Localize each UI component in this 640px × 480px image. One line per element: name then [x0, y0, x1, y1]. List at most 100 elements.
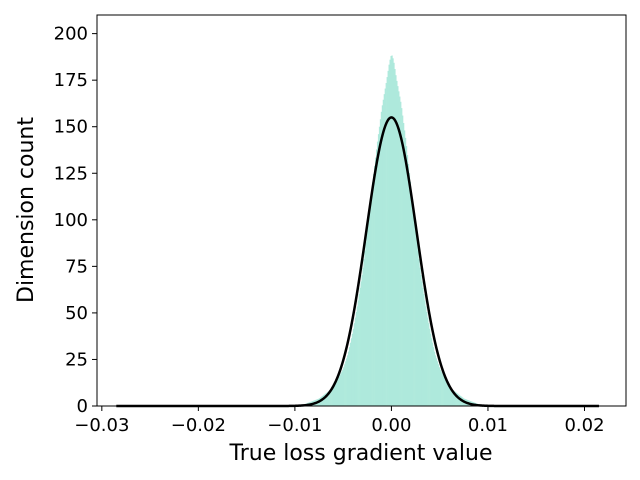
- histogram-bar: [384, 88, 386, 407]
- histogram-bar: [324, 393, 327, 406]
- histogram-bar: [323, 394, 326, 406]
- histogram-bar: [407, 163, 410, 406]
- histogram-bar: [444, 379, 446, 406]
- histogram-bar: [421, 281, 423, 406]
- x-tick-label: −0.03: [74, 415, 129, 436]
- histogram-bar: [339, 375, 341, 406]
- histogram-bar: [337, 379, 339, 406]
- histogram-bar: [361, 275, 363, 406]
- histogram-bar: [352, 328, 355, 406]
- y-tick-label: 50: [65, 303, 88, 324]
- histogram-bar: [399, 96, 401, 407]
- histogram-bar: [420, 275, 422, 406]
- histogram-bar: [417, 250, 419, 406]
- histogram-bar: [378, 126, 381, 407]
- histogram-bar: [454, 391, 456, 406]
- histogram-bar: [382, 99, 385, 406]
- histogram-bar: [388, 64, 390, 407]
- histogram-bar: [322, 395, 325, 406]
- histogram-bar: [398, 91, 400, 406]
- histogram-bar: [413, 216, 415, 406]
- histogram-bar: [452, 389, 454, 406]
- histogram-bar: [408, 172, 411, 406]
- histogram-bar: [403, 130, 406, 406]
- histogram-bar: [449, 387, 451, 406]
- histogram-bar: [358, 294, 360, 406]
- histogram-bar: [357, 300, 359, 406]
- histogram-bar: [457, 393, 459, 406]
- histogram-bar: [344, 364, 346, 406]
- histogram-bar: [414, 224, 416, 406]
- histogram-bar: [429, 328, 431, 406]
- histogram-bar: [377, 134, 380, 406]
- histogram-bar: [326, 392, 329, 406]
- histogram-bar: [436, 361, 439, 406]
- histogram-bar: [342, 369, 344, 406]
- histogram-bar: [431, 338, 433, 406]
- histogram-bar: [418, 259, 420, 406]
- histogram-bar: [346, 358, 348, 406]
- histogram-bar: [379, 119, 382, 407]
- x-axis-ticks: −0.03 −0.02 −0.01 0.00 0.01 0.02: [74, 406, 605, 436]
- histogram-bar: [443, 377, 445, 406]
- y-tick-label: 25: [65, 349, 88, 370]
- histogram-bar: [355, 311, 357, 406]
- histogram-bar: [391, 55, 393, 406]
- histogram-bar: [409, 181, 412, 406]
- histogram-bar: [334, 384, 336, 406]
- histogram-bar: [442, 375, 444, 406]
- histogram-bar: [327, 391, 329, 406]
- histogram-bar: [416, 241, 418, 406]
- histogram-bar: [435, 358, 438, 406]
- histogram-bar: [349, 342, 352, 406]
- histogram-bar: [422, 287, 424, 406]
- histogram-bar: [367, 224, 369, 406]
- histogram-bar: [424, 300, 426, 406]
- histogram-bar: [387, 70, 389, 407]
- histogram-bar: [375, 157, 377, 406]
- histogram-bar: [333, 386, 335, 406]
- histogram-bar: [396, 80, 398, 406]
- histogram-bar: [393, 62, 395, 406]
- histogram-bar: [369, 207, 371, 406]
- histogram-bar: [403, 122, 405, 407]
- histogram-bar: [458, 394, 460, 406]
- plot-frame: [96, 14, 627, 407]
- histogram-bar: [341, 371, 343, 406]
- histogram-bar: [363, 259, 365, 406]
- x-tick-label: 0.00: [371, 415, 411, 436]
- histogram-bar: [335, 382, 337, 406]
- histogram-bar: [437, 364, 440, 406]
- histogram-bar: [446, 382, 448, 406]
- histogram-bar: [348, 347, 351, 406]
- histogram-bar: [405, 146, 408, 406]
- y-tick-label: 0: [77, 396, 88, 417]
- histogram-bar: [404, 137, 407, 406]
- histogram-bar: [426, 311, 428, 406]
- histogram-bar: [360, 281, 362, 406]
- histogram-bar: [434, 355, 437, 406]
- histogram-bar: [415, 233, 417, 406]
- histogram-bar: [395, 75, 397, 406]
- histogram-bar: [411, 199, 413, 406]
- histogram-bars: [294, 55, 489, 407]
- histogram-bar: [390, 55, 392, 407]
- y-tick-label: 100: [54, 210, 88, 231]
- histogram-bar: [381, 105, 384, 407]
- histogram-bar: [336, 380, 338, 406]
- histogram-bar: [456, 392, 458, 406]
- histogram-bar: [445, 380, 447, 406]
- histogram-bar: [338, 377, 340, 406]
- histogram-bar: [362, 267, 364, 406]
- histogram-bar: [394, 69, 396, 406]
- histogram-bar: [406, 155, 409, 406]
- histogram-bar: [448, 386, 450, 406]
- histogram-bar: [347, 355, 349, 406]
- histogram-bar: [400, 101, 402, 406]
- histogram-bar: [397, 86, 399, 407]
- histogram-bar: [450, 388, 452, 406]
- histogram-bar: [364, 250, 366, 406]
- histogram-bar: [353, 323, 356, 406]
- histogram-bar: [365, 241, 367, 406]
- histogram-bar: [366, 233, 368, 406]
